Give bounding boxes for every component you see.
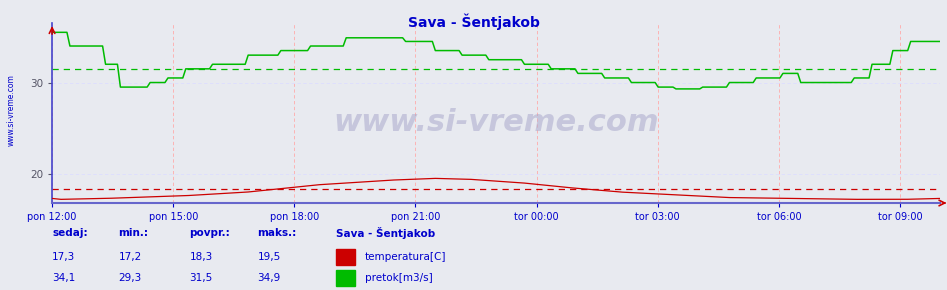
Text: 17,2: 17,2	[118, 252, 142, 262]
Text: 34,1: 34,1	[52, 273, 76, 283]
Text: povpr.:: povpr.:	[189, 229, 230, 238]
Text: 34,9: 34,9	[258, 273, 281, 283]
Text: www.si-vreme.com: www.si-vreme.com	[333, 108, 659, 137]
Text: 18,3: 18,3	[189, 252, 213, 262]
Text: temperatura[C]: temperatura[C]	[365, 252, 446, 262]
Text: min.:: min.:	[118, 229, 149, 238]
Text: sedaj:: sedaj:	[52, 229, 88, 238]
Text: 31,5: 31,5	[189, 273, 213, 283]
Text: 19,5: 19,5	[258, 252, 281, 262]
Text: 29,3: 29,3	[118, 273, 142, 283]
Text: www.si-vreme.com: www.si-vreme.com	[7, 74, 16, 146]
Text: 17,3: 17,3	[52, 252, 76, 262]
Text: pretok[m3/s]: pretok[m3/s]	[365, 273, 433, 283]
Text: Sava - Šentjakob: Sava - Šentjakob	[336, 227, 436, 240]
Text: maks.:: maks.:	[258, 229, 296, 238]
Text: Sava - Šentjakob: Sava - Šentjakob	[407, 13, 540, 30]
